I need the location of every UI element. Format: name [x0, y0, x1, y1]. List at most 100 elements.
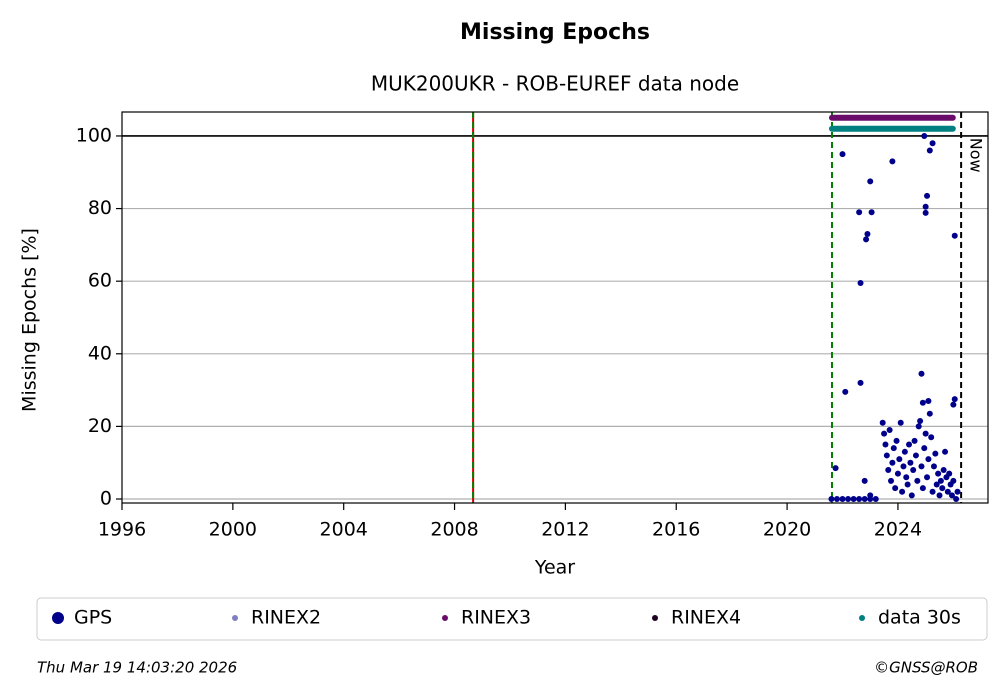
data-point	[885, 466, 892, 473]
data-point	[917, 417, 924, 424]
data-point	[906, 441, 913, 448]
data-point	[919, 485, 926, 492]
data-point	[954, 488, 961, 495]
data-point	[839, 496, 846, 503]
data-point	[839, 151, 846, 158]
x-tick-label: 2004	[320, 519, 368, 541]
data-point	[861, 477, 868, 484]
y-tick-label: 100	[76, 124, 112, 146]
footer-left: Thu Mar 19 14:03:20 2026	[37, 659, 237, 677]
data-point	[928, 434, 935, 441]
legend-marker	[859, 615, 865, 621]
y-tick-label: 60	[88, 270, 112, 292]
data-point	[932, 450, 939, 457]
data-point	[918, 370, 925, 377]
data-point	[922, 209, 929, 216]
data-point	[940, 466, 947, 473]
data-point	[942, 448, 949, 455]
data-point	[914, 477, 921, 484]
data-point	[937, 477, 944, 484]
data-point	[939, 485, 946, 492]
data-point	[896, 456, 903, 463]
data-point	[950, 401, 957, 408]
data-point	[857, 279, 864, 286]
data-point	[921, 132, 928, 139]
data-point	[892, 485, 899, 492]
y-tick-label: 0	[100, 488, 112, 510]
data-point	[951, 232, 958, 239]
data-point	[863, 236, 870, 243]
data-point	[915, 423, 922, 430]
data-point	[911, 437, 918, 444]
legend-label: RINEX3	[461, 607, 531, 629]
x-tick-label: 2024	[874, 519, 922, 541]
x-axis-label: Year	[534, 557, 575, 579]
y-tick-label: 20	[88, 415, 112, 437]
x-tick-label: 2012	[541, 519, 589, 541]
legend-label: RINEX4	[671, 607, 741, 629]
data-point	[933, 481, 940, 488]
data-point	[948, 492, 955, 499]
x-tick-label: 2008	[430, 519, 478, 541]
data-point	[953, 496, 960, 503]
legend-label: GPS	[74, 607, 112, 629]
chart-subtitle: MUK200UKR - ROB-EUREF data node	[371, 72, 739, 96]
data-point	[944, 488, 951, 495]
data-point	[924, 192, 931, 199]
data-point	[890, 445, 897, 452]
data-point	[893, 437, 900, 444]
y-tick-label: 80	[88, 197, 112, 219]
legend-marker	[52, 612, 64, 624]
x-tick-label: 2000	[209, 519, 257, 541]
data-point	[921, 445, 928, 452]
data-point	[881, 430, 888, 437]
data-point	[882, 441, 889, 448]
x-tick-label: 1996	[98, 519, 146, 541]
data-point	[903, 474, 910, 481]
data-point	[901, 448, 908, 455]
data-point	[908, 492, 915, 499]
data-point	[864, 230, 871, 237]
data-point	[924, 474, 931, 481]
annotation: Now	[967, 138, 986, 173]
data-point	[856, 209, 863, 216]
data-point	[897, 419, 904, 426]
data-point	[868, 209, 875, 216]
data-point	[900, 463, 907, 470]
data-point	[922, 203, 929, 210]
data-point	[832, 465, 839, 472]
data-point	[889, 158, 896, 165]
x-tick-label: 2020	[763, 519, 811, 541]
data-point	[856, 496, 863, 503]
data-point	[867, 178, 874, 185]
data-point	[894, 470, 901, 477]
legend-box	[36, 597, 988, 641]
data-point	[925, 397, 932, 404]
data-point	[889, 459, 896, 466]
data-point	[912, 452, 919, 459]
legend-marker	[232, 615, 238, 621]
data-point	[850, 496, 857, 503]
data-point	[935, 470, 942, 477]
legend-label: data 30s	[878, 607, 961, 629]
data-point	[907, 459, 914, 466]
data-point	[919, 399, 926, 406]
data-point	[828, 496, 835, 503]
data-point	[867, 492, 874, 499]
data-point	[926, 147, 933, 154]
data-point	[904, 481, 911, 488]
data-point	[918, 463, 925, 470]
data-point	[857, 379, 864, 386]
plot-frame	[121, 111, 989, 504]
data-point	[946, 470, 953, 477]
data-point	[886, 427, 893, 434]
legend-label: RINEX2	[251, 607, 321, 629]
data-point	[883, 452, 890, 459]
x-tick-label: 2016	[652, 519, 700, 541]
data-point	[861, 496, 868, 503]
data-point	[833, 496, 840, 503]
data-point	[879, 419, 886, 426]
legend-marker	[652, 615, 658, 621]
chart-title: Missing Epochs	[460, 20, 650, 45]
